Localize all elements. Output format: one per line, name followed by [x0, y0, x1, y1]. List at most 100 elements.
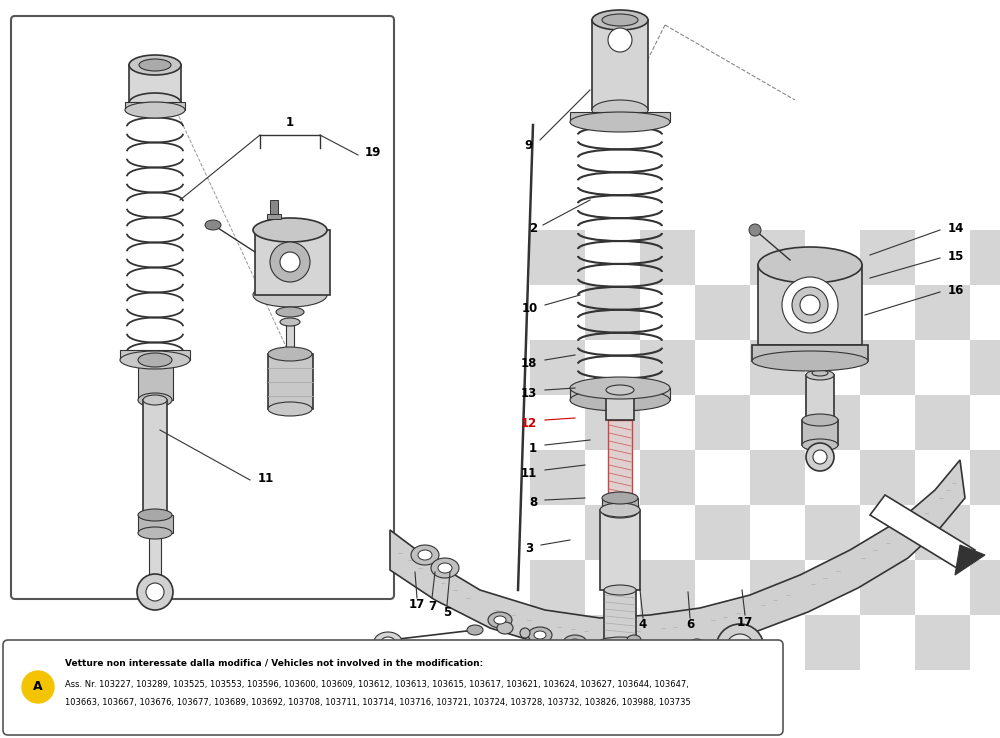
- Bar: [530, 230, 585, 285]
- Bar: [758, 265, 862, 345]
- Bar: [805, 285, 860, 340]
- Ellipse shape: [253, 218, 327, 242]
- Ellipse shape: [595, 659, 645, 675]
- Text: 14: 14: [948, 221, 964, 235]
- Bar: [530, 340, 585, 395]
- Ellipse shape: [438, 563, 452, 573]
- Ellipse shape: [782, 277, 838, 333]
- FancyBboxPatch shape: [3, 640, 783, 735]
- Bar: [640, 340, 695, 395]
- Bar: [970, 230, 1000, 285]
- Bar: [268, 354, 313, 409]
- Bar: [915, 505, 970, 560]
- Ellipse shape: [813, 450, 827, 464]
- Ellipse shape: [627, 635, 641, 645]
- Ellipse shape: [802, 439, 838, 451]
- Bar: [286, 325, 294, 355]
- Bar: [640, 560, 695, 615]
- Ellipse shape: [394, 674, 406, 686]
- Bar: [860, 560, 915, 615]
- Ellipse shape: [734, 642, 746, 654]
- Ellipse shape: [497, 622, 513, 634]
- Ellipse shape: [138, 393, 172, 407]
- Polygon shape: [955, 545, 985, 575]
- Bar: [695, 395, 750, 450]
- Text: 11: 11: [521, 466, 537, 480]
- Ellipse shape: [137, 574, 173, 610]
- Bar: [970, 560, 1000, 615]
- Text: car  parts: car parts: [147, 387, 273, 413]
- Ellipse shape: [608, 28, 632, 52]
- Ellipse shape: [143, 395, 167, 405]
- Bar: [585, 505, 640, 560]
- Bar: [806, 375, 834, 420]
- Bar: [805, 505, 860, 560]
- Ellipse shape: [268, 347, 312, 361]
- Ellipse shape: [467, 625, 483, 635]
- Ellipse shape: [602, 660, 638, 696]
- Bar: [805, 615, 860, 670]
- Bar: [270, 200, 278, 214]
- Ellipse shape: [418, 550, 432, 560]
- Ellipse shape: [488, 612, 512, 628]
- Bar: [570, 112, 670, 122]
- Text: Vetture non interessate dalla modifica / Vehicles not involved in the modificati: Vetture non interessate dalla modifica /…: [65, 658, 483, 667]
- Ellipse shape: [528, 627, 552, 643]
- Polygon shape: [870, 495, 975, 570]
- Bar: [608, 420, 632, 500]
- Text: 13: 13: [521, 387, 537, 399]
- Text: 9: 9: [525, 139, 533, 151]
- Ellipse shape: [758, 247, 862, 283]
- FancyBboxPatch shape: [11, 16, 394, 599]
- Bar: [143, 400, 167, 520]
- Bar: [860, 230, 915, 285]
- Bar: [915, 285, 970, 340]
- Ellipse shape: [129, 93, 181, 113]
- Bar: [750, 560, 805, 615]
- Text: 17: 17: [409, 599, 425, 612]
- Ellipse shape: [270, 242, 310, 282]
- Bar: [585, 395, 640, 450]
- Bar: [267, 214, 281, 219]
- Text: 15: 15: [948, 249, 964, 263]
- Bar: [915, 395, 970, 450]
- Ellipse shape: [138, 509, 172, 521]
- Ellipse shape: [268, 402, 312, 416]
- Ellipse shape: [602, 492, 638, 504]
- Bar: [752, 345, 868, 361]
- Text: 17: 17: [737, 615, 753, 629]
- Text: 1: 1: [286, 116, 294, 128]
- Ellipse shape: [806, 415, 834, 425]
- Bar: [602, 498, 638, 512]
- Ellipse shape: [431, 558, 459, 578]
- Ellipse shape: [726, 634, 754, 662]
- Ellipse shape: [253, 283, 327, 307]
- Ellipse shape: [689, 639, 705, 651]
- Ellipse shape: [129, 55, 181, 75]
- Ellipse shape: [806, 443, 834, 471]
- Ellipse shape: [792, 287, 828, 323]
- Ellipse shape: [592, 100, 648, 120]
- Bar: [695, 285, 750, 340]
- Bar: [138, 360, 173, 400]
- Ellipse shape: [120, 351, 190, 369]
- Ellipse shape: [205, 220, 221, 230]
- Bar: [750, 340, 805, 395]
- Ellipse shape: [569, 639, 581, 647]
- Text: 6: 6: [686, 618, 694, 632]
- Bar: [915, 615, 970, 670]
- Ellipse shape: [411, 545, 439, 565]
- Ellipse shape: [570, 112, 670, 132]
- Ellipse shape: [138, 353, 172, 367]
- Ellipse shape: [280, 318, 300, 326]
- Ellipse shape: [802, 414, 838, 426]
- Bar: [604, 590, 636, 645]
- Text: 10: 10: [522, 302, 538, 314]
- Ellipse shape: [716, 624, 764, 672]
- Text: 2: 2: [529, 221, 537, 235]
- Bar: [695, 615, 750, 670]
- Text: 4: 4: [639, 618, 647, 632]
- Text: 8: 8: [529, 497, 537, 509]
- Bar: [129, 65, 181, 103]
- Text: 19: 19: [365, 145, 381, 159]
